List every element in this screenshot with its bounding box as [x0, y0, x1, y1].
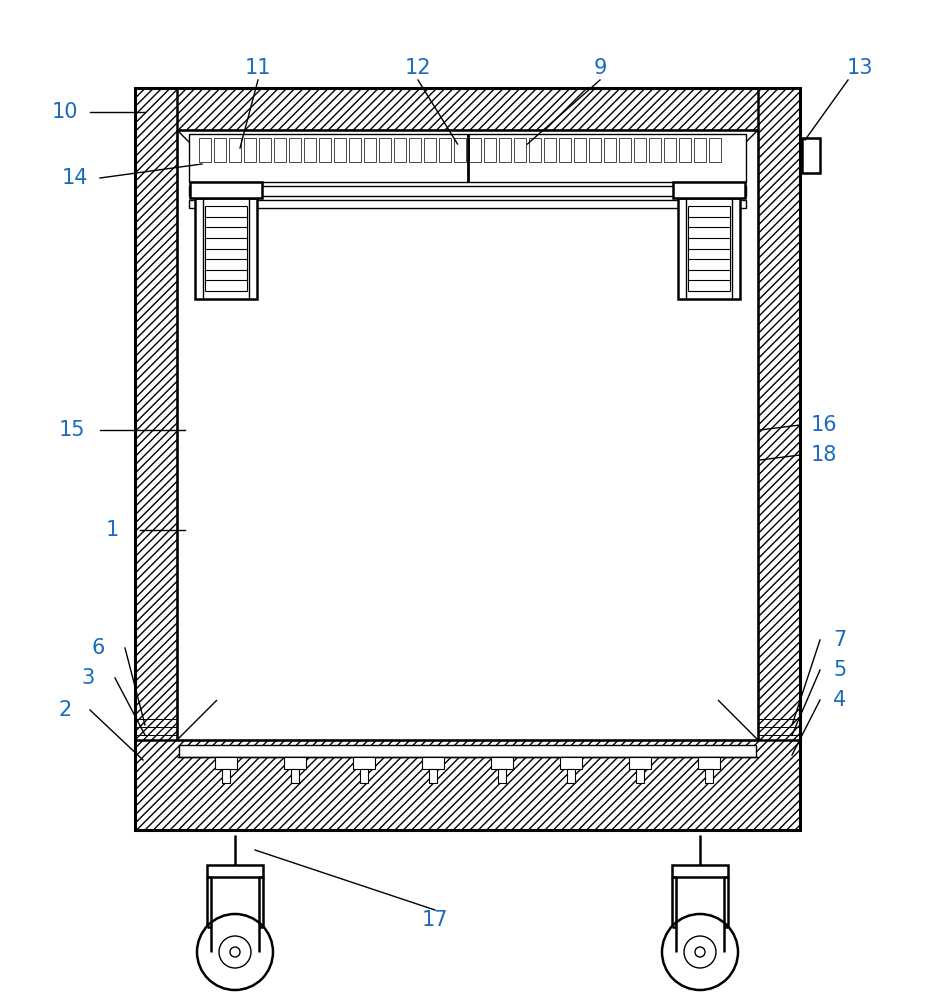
Bar	[222, 769, 230, 783]
Bar	[678, 198, 740, 299]
Bar	[334, 138, 346, 162]
Bar	[195, 198, 257, 299]
Bar	[379, 138, 391, 162]
Bar	[634, 138, 646, 162]
Bar	[514, 138, 526, 162]
Text: 11: 11	[244, 58, 272, 78]
Bar	[354, 757, 375, 769]
Bar	[529, 138, 541, 162]
Bar	[429, 769, 437, 783]
Bar	[802, 138, 820, 173]
Bar	[285, 757, 306, 769]
Bar	[498, 769, 506, 783]
Circle shape	[684, 936, 716, 968]
Circle shape	[219, 936, 251, 968]
Text: 10: 10	[51, 102, 78, 122]
Bar	[672, 865, 728, 877]
Bar	[409, 138, 421, 162]
Text: 2: 2	[59, 700, 72, 720]
Bar	[679, 138, 691, 162]
Bar	[499, 138, 511, 162]
Bar	[469, 138, 481, 162]
Bar	[454, 138, 466, 162]
Bar	[635, 769, 644, 783]
Bar	[135, 88, 177, 830]
Bar	[190, 182, 262, 198]
Bar	[567, 769, 575, 783]
Text: 12: 12	[405, 58, 431, 78]
Bar	[304, 138, 316, 162]
Circle shape	[662, 914, 738, 990]
Bar	[360, 769, 369, 783]
Bar	[629, 757, 650, 769]
Text: 3: 3	[81, 668, 94, 688]
Text: 16: 16	[811, 415, 837, 435]
Bar	[229, 138, 241, 162]
Bar	[189, 186, 746, 196]
Bar	[439, 138, 451, 162]
Bar	[189, 200, 746, 208]
Bar	[189, 134, 746, 182]
Bar	[349, 138, 361, 162]
Bar	[559, 138, 571, 162]
Circle shape	[197, 914, 273, 990]
Bar	[274, 138, 286, 162]
Text: 18: 18	[811, 445, 837, 465]
Text: 6: 6	[91, 638, 104, 658]
Text: 1: 1	[105, 520, 118, 540]
Bar	[574, 138, 586, 162]
Bar	[589, 138, 601, 162]
Bar	[216, 757, 237, 769]
Bar	[664, 138, 676, 162]
Bar	[709, 138, 721, 162]
Bar	[259, 138, 271, 162]
Text: 15: 15	[59, 420, 85, 440]
Bar	[179, 745, 756, 757]
Bar	[604, 138, 616, 162]
Bar	[698, 757, 719, 769]
Bar	[704, 769, 713, 783]
Bar	[177, 130, 758, 740]
Bar	[758, 88, 800, 830]
Circle shape	[695, 947, 705, 957]
Bar	[207, 865, 263, 877]
Text: 5: 5	[833, 660, 846, 680]
Bar	[694, 138, 706, 162]
Bar	[560, 757, 582, 769]
Bar	[289, 138, 301, 162]
Bar	[619, 138, 631, 162]
Text: 7: 7	[833, 630, 846, 650]
Text: 17: 17	[422, 910, 448, 930]
Bar	[291, 769, 299, 783]
Text: 13: 13	[847, 58, 873, 78]
Text: 4: 4	[833, 690, 846, 710]
Bar	[424, 138, 436, 162]
Bar	[422, 757, 444, 769]
Bar	[135, 740, 800, 830]
Circle shape	[230, 947, 240, 957]
Bar	[135, 88, 800, 130]
Bar	[364, 138, 376, 162]
Bar	[135, 88, 800, 830]
Bar	[214, 138, 226, 162]
Bar	[544, 138, 556, 162]
Bar	[484, 138, 496, 162]
Bar	[491, 757, 513, 769]
Bar	[199, 138, 211, 162]
Bar	[673, 182, 745, 198]
Text: 14: 14	[62, 168, 89, 188]
Text: 9: 9	[593, 58, 606, 78]
Bar	[244, 138, 256, 162]
Bar	[319, 138, 331, 162]
Bar	[649, 138, 661, 162]
Bar	[394, 138, 406, 162]
